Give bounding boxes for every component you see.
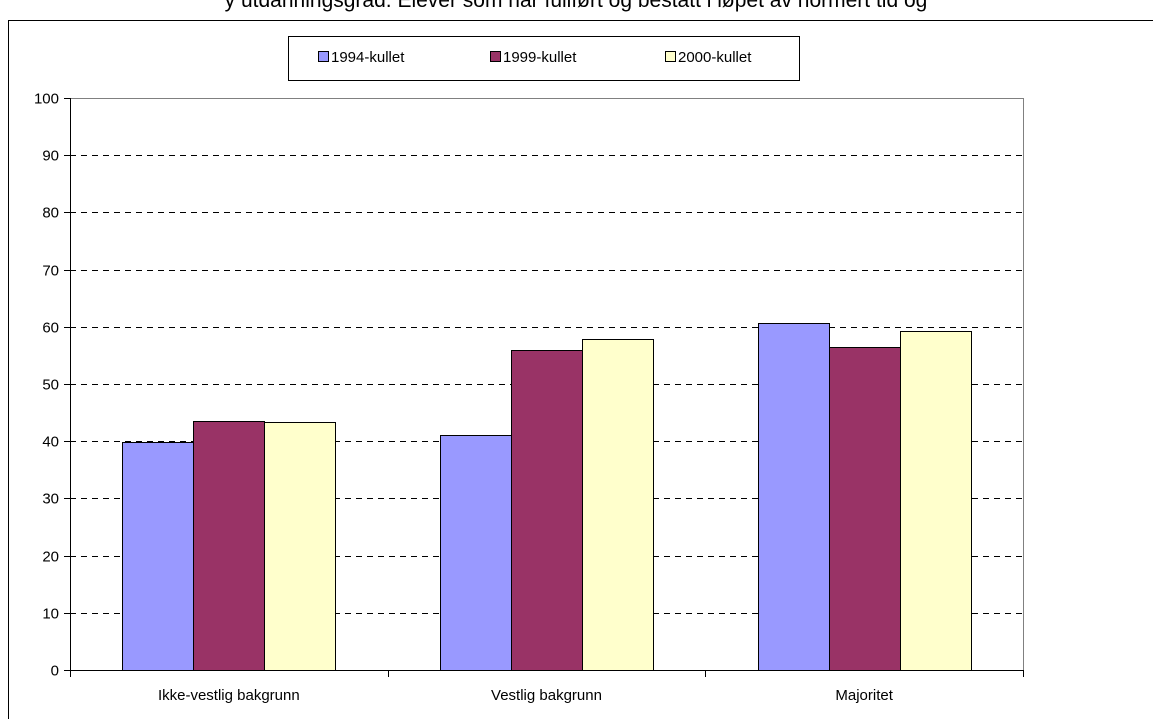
y-tick-label: 100	[34, 91, 59, 108]
legend-label-1999: 1999-kullet	[503, 49, 577, 66]
bar-1999-kullet-1	[193, 421, 265, 671]
bar-1999-kullet-3	[829, 347, 901, 671]
bar-2000-kullet-1	[264, 422, 336, 671]
bar-1994-kullet-1	[122, 442, 194, 671]
bar-1999-kullet-2	[511, 350, 583, 671]
y-tick-label: 70	[42, 263, 59, 280]
y-tick-label: 0	[51, 663, 59, 680]
legend-label-2000: 2000-kullet	[678, 49, 752, 66]
legend-label-1994: 1994-kullet	[331, 49, 405, 66]
y-tick-label: 90	[42, 148, 59, 165]
y-tick-label: 10	[42, 606, 59, 623]
bar-2000-kullet-3	[900, 331, 972, 671]
x-tick-label: Ikke-vestlig bakgrunn	[158, 687, 300, 704]
legend-swatch-1994	[318, 51, 329, 62]
bar-1994-kullet-3	[758, 323, 830, 671]
bar-1994-kullet-2	[440, 435, 512, 671]
bars-layer	[122, 323, 972, 671]
legend-swatch-1999	[490, 51, 501, 62]
y-tick-label: 80	[42, 205, 59, 222]
axes-layer: 0 10 20 30 40 50 60 70 80 90 100 Ikke-vestlig bakgr…	[34, 91, 1024, 704]
bar-2000-kullet-2	[582, 339, 654, 671]
x-tick-label: Majoritet	[835, 687, 893, 704]
legend-swatch-2000	[665, 51, 676, 62]
chart-title: y utdanningsgrad. Elever som har fullfør…	[225, 0, 928, 12]
y-tick-label: 50	[42, 377, 59, 394]
y-tick-label: 40	[42, 434, 59, 451]
legend: 1994-kullet 1999-kullet 2000-kullet	[288, 36, 800, 81]
x-tick-label: Vestlig bakgrunn	[491, 687, 602, 704]
y-tick-label: 30	[42, 491, 59, 508]
legend-box	[288, 36, 800, 81]
y-tick-label: 60	[42, 320, 59, 337]
y-tick-label: 20	[42, 549, 59, 566]
